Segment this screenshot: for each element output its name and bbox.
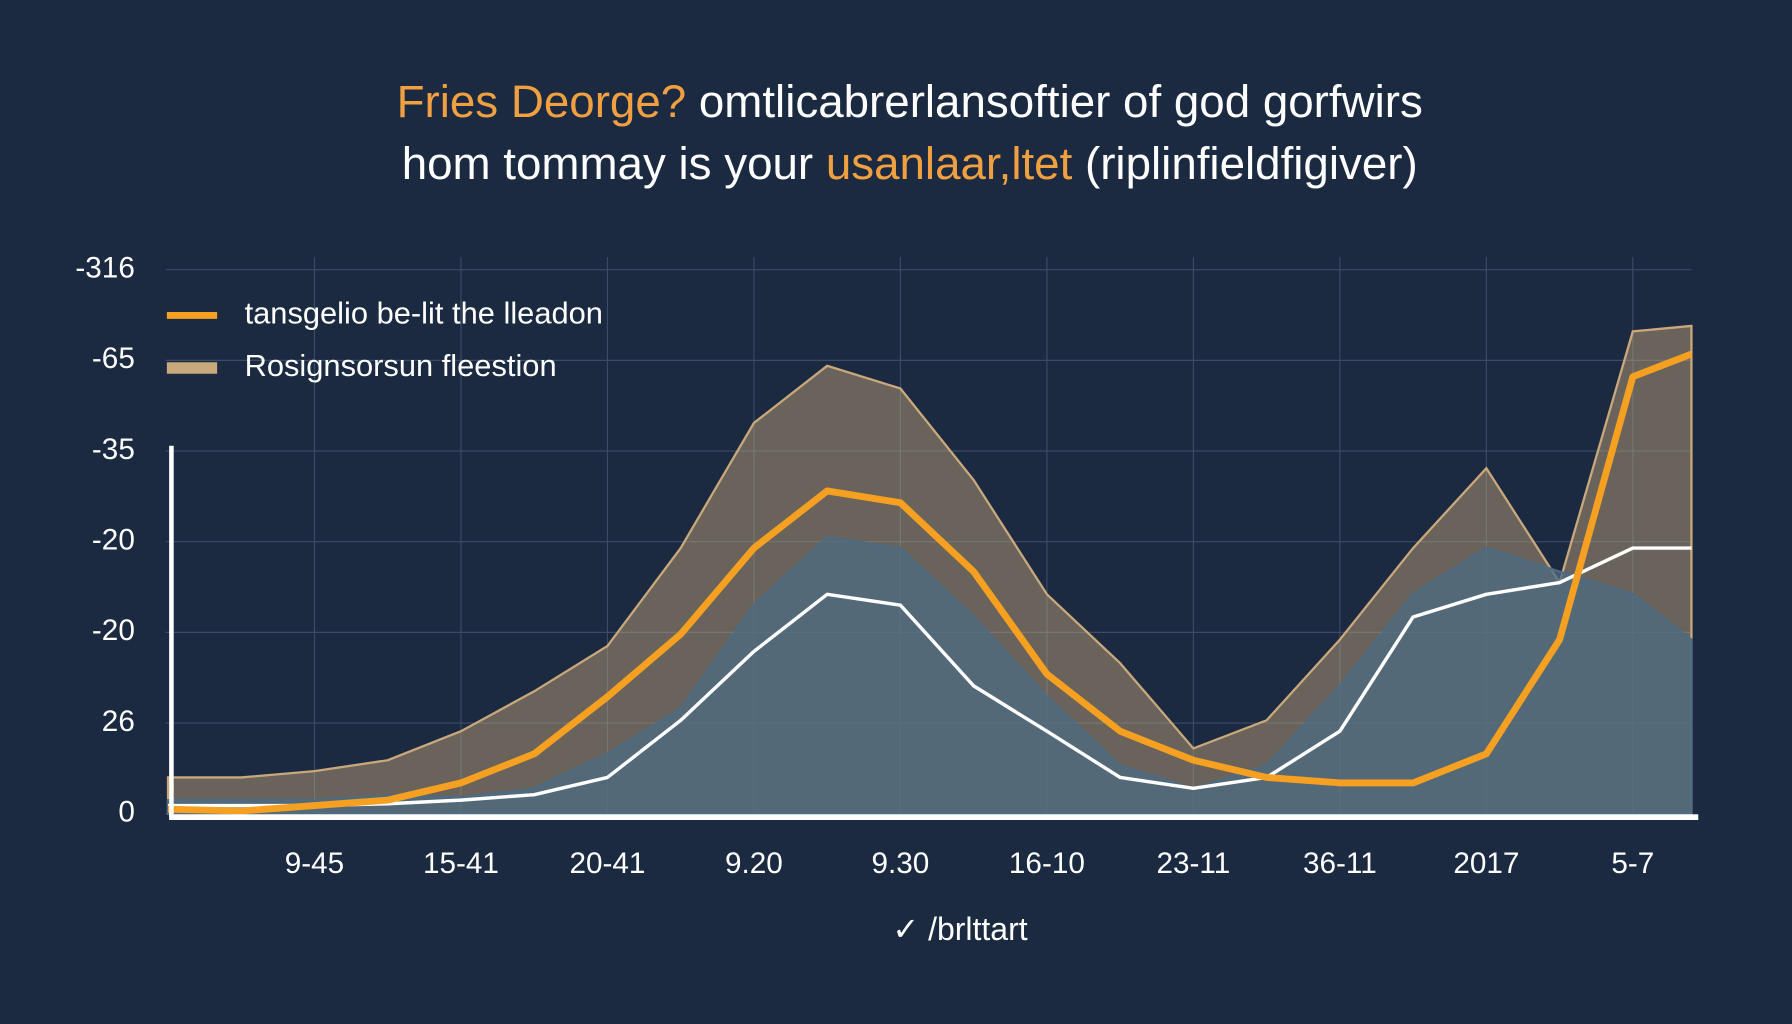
chart-title: hom tommay is your usanlaar,ltet (riplin… — [402, 138, 1418, 189]
y-tick-label: -316 — [75, 252, 134, 285]
y-tick-label: -20 — [92, 524, 135, 557]
x-tick-label: 20-41 — [569, 847, 645, 880]
x-tick-label: 36-11 — [1303, 847, 1377, 880]
x-tick-label: 5-7 — [1611, 847, 1654, 880]
x-tick-label: 23-11 — [1157, 847, 1231, 880]
title-segment: usanlaar,ltet — [826, 138, 1073, 189]
x-tick-label: 9.20 — [725, 847, 783, 880]
title-segment: omtlicabrerlansoftier of god gorfwirs — [686, 76, 1423, 127]
x-tick-label: 2017 — [1453, 847, 1519, 880]
line — [167, 350, 1693, 815]
y-tick-label: -65 — [92, 342, 135, 375]
y-tick-label: 26 — [102, 705, 135, 738]
title-segment: Fries Deorge? — [397, 76, 687, 127]
x-tick-label: 16-10 — [1009, 847, 1085, 880]
legend-label: Rosignsorsun fleestion — [245, 348, 557, 383]
x-axis-label: ✓ /brlttart — [892, 911, 1027, 947]
chart-title: Fries Deorge? omtlicabrerlansoftier of g… — [397, 76, 1423, 127]
y-tick-label: -35 — [92, 433, 135, 466]
x-tick-label: 9.30 — [872, 847, 930, 880]
y-tick-label: 0 — [118, 796, 135, 829]
y-tick-label: -20 — [92, 614, 135, 647]
line — [168, 546, 1692, 808]
title-segment: (riplinfieldfigiver) — [1072, 138, 1417, 189]
legend-label: tansgelio be-lit the lleadon — [245, 296, 603, 331]
title-segment: hom tommay is your — [402, 138, 826, 189]
x-tick-label: 9-45 — [285, 847, 344, 880]
x-tick-label: 15-41 — [423, 847, 499, 880]
area — [166, 535, 1693, 815]
